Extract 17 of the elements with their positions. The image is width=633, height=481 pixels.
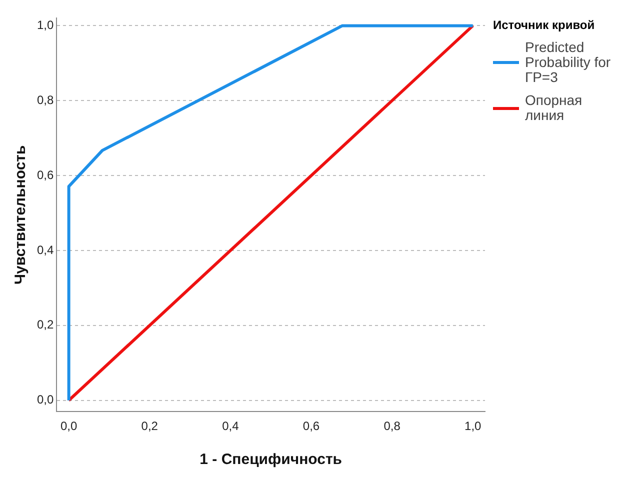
y-tick-label: 0,2 [36,318,54,332]
y-tick-label: 1,0 [36,18,54,32]
x-tick-label: 0,8 [384,419,401,434]
legend-title: Источник кривой [493,18,596,32]
x-tick-label: 0,6 [302,419,320,434]
y-tick-label: 0,6 [36,168,54,182]
x-tick-label: 0,4 [222,419,240,434]
y-axis-title: Чувствительность [12,145,30,285]
x-tick-label: 0,0 [60,419,78,434]
x-tick-label: 1,0 [464,419,482,434]
x-axis-title: 1 - Специфичность [200,451,342,468]
y-tick-label: 0,4 [36,242,54,257]
legend-label: Опорная линия [525,92,584,123]
y-tick-label: 0,8 [36,92,54,107]
y-tick-label: 0,0 [36,392,54,407]
x-tick-label: 0,2 [141,419,158,434]
legend-label: Predicted Probability for ГР=3 [525,39,612,85]
